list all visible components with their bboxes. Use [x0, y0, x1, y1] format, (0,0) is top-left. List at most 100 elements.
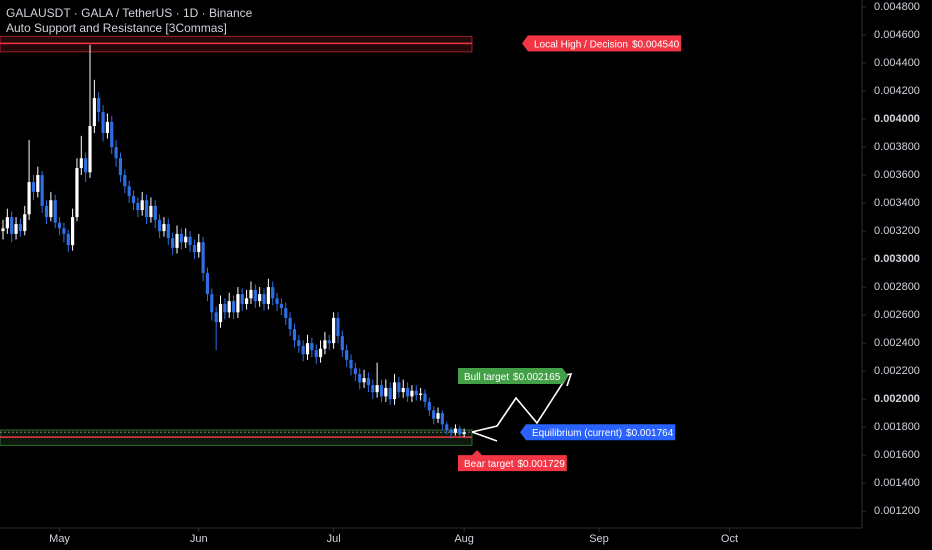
y-tick-label: 0.004400 — [874, 57, 920, 69]
candle-body — [349, 359, 353, 369]
candle-body — [105, 121, 110, 134]
candle-body — [440, 413, 444, 425]
label-name: Bear target — [464, 459, 514, 470]
candle-body — [453, 428, 458, 433]
candle-body — [414, 390, 418, 395]
candle-body — [279, 303, 284, 309]
candle-body — [136, 203, 140, 211]
y-tick-label: 0.002600 — [874, 309, 920, 321]
candle-body — [227, 301, 231, 313]
candle-body — [49, 200, 53, 218]
candle-body — [423, 393, 427, 402]
candle-body — [245, 298, 249, 304]
candle-body — [445, 424, 449, 430]
candle-body — [358, 373, 362, 383]
candle-body — [101, 112, 105, 134]
candle-body — [223, 303, 227, 313]
candle-body — [462, 432, 466, 435]
y-tick-label: 0.003800 — [874, 141, 920, 153]
y-tick-label: 0.002400 — [874, 337, 920, 349]
candle-body — [44, 205, 49, 218]
candle-body — [449, 429, 453, 433]
candle-body — [362, 378, 366, 383]
candle-body — [405, 387, 410, 397]
level-label: Bull target $0.002165 — [458, 368, 569, 385]
candle-body — [171, 238, 175, 248]
candle-body — [388, 387, 392, 400]
candle-body — [210, 294, 214, 313]
label-box — [458, 368, 569, 385]
candle-body — [353, 368, 357, 374]
candle-body — [436, 413, 440, 419]
x-tick-label: Oct — [721, 533, 738, 545]
candle-body — [10, 217, 14, 234]
candle-body — [57, 222, 62, 229]
y-tick-label: 0.002000 — [874, 393, 920, 405]
candle-body — [114, 147, 118, 159]
label-box — [458, 450, 567, 472]
candle-body — [240, 294, 244, 304]
candle-body — [110, 121, 114, 148]
candle-body — [275, 298, 279, 304]
candle-body — [371, 385, 375, 393]
candle-body — [149, 205, 153, 218]
candle-body — [192, 245, 197, 253]
candle-body — [397, 382, 401, 393]
plot — [0, 35, 473, 446]
candle-body — [188, 236, 192, 246]
candle-body — [62, 228, 66, 234]
candle-body — [123, 175, 127, 187]
candle-body — [166, 224, 170, 239]
candle-body — [31, 182, 36, 192]
candle-body — [297, 340, 301, 346]
candle-body — [310, 343, 314, 351]
candle-body — [162, 224, 166, 232]
candle-body — [218, 303, 223, 323]
candle-body — [314, 350, 318, 358]
label-value: $0.001729 — [517, 459, 565, 470]
y-tick-label: 0.003400 — [874, 197, 920, 209]
candle-body — [144, 200, 149, 218]
y-tick-label: 0.001800 — [874, 421, 920, 433]
candle-body — [140, 200, 144, 211]
x-tick-label: Sep — [589, 533, 609, 545]
candle-body — [27, 182, 31, 215]
candle-body — [401, 387, 405, 393]
candle-body — [323, 340, 327, 349]
level-label: Equilibrium (current) $0.001764 — [520, 424, 676, 441]
candle-body — [53, 200, 57, 223]
label-text: Bear target $0.001729 — [464, 459, 565, 470]
candle-body — [253, 289, 257, 302]
candle-body — [375, 385, 379, 393]
candle-body — [201, 242, 205, 274]
y-tick-label: 0.004600 — [874, 29, 920, 41]
label-box — [520, 424, 676, 441]
candle-body — [271, 287, 275, 299]
candle-body — [336, 317, 340, 337]
chart-title: GALAUSDT · GALA / TetherUS · 1D · Binanc… — [6, 6, 253, 20]
candle-body — [266, 287, 270, 304]
candle-body — [318, 348, 323, 358]
candle-body — [131, 196, 136, 204]
candle-body — [66, 233, 70, 246]
label-name: Equilibrium (current) — [532, 428, 622, 439]
candle-body — [79, 158, 83, 169]
level-labels: Local High / Decision $0.004540 Bull targe… — [458, 35, 682, 472]
y-tick-label: 0.001200 — [874, 505, 920, 517]
y-tick-label: 0.004200 — [874, 85, 920, 97]
candle-body — [23, 214, 27, 232]
x-tick-label: May — [49, 533, 70, 545]
label-text: Local High / Decision $0.004540 — [534, 39, 680, 50]
candle-body — [332, 317, 336, 344]
candle-body — [288, 317, 292, 330]
label-value: $0.004540 — [632, 39, 680, 50]
candle-body — [392, 382, 397, 400]
candle-body — [71, 217, 75, 246]
candle-body — [305, 343, 310, 355]
candle-body — [84, 158, 88, 173]
candle-body — [410, 390, 414, 397]
candle-body — [432, 410, 436, 419]
candle-body — [345, 350, 349, 360]
candle-body — [427, 401, 431, 411]
